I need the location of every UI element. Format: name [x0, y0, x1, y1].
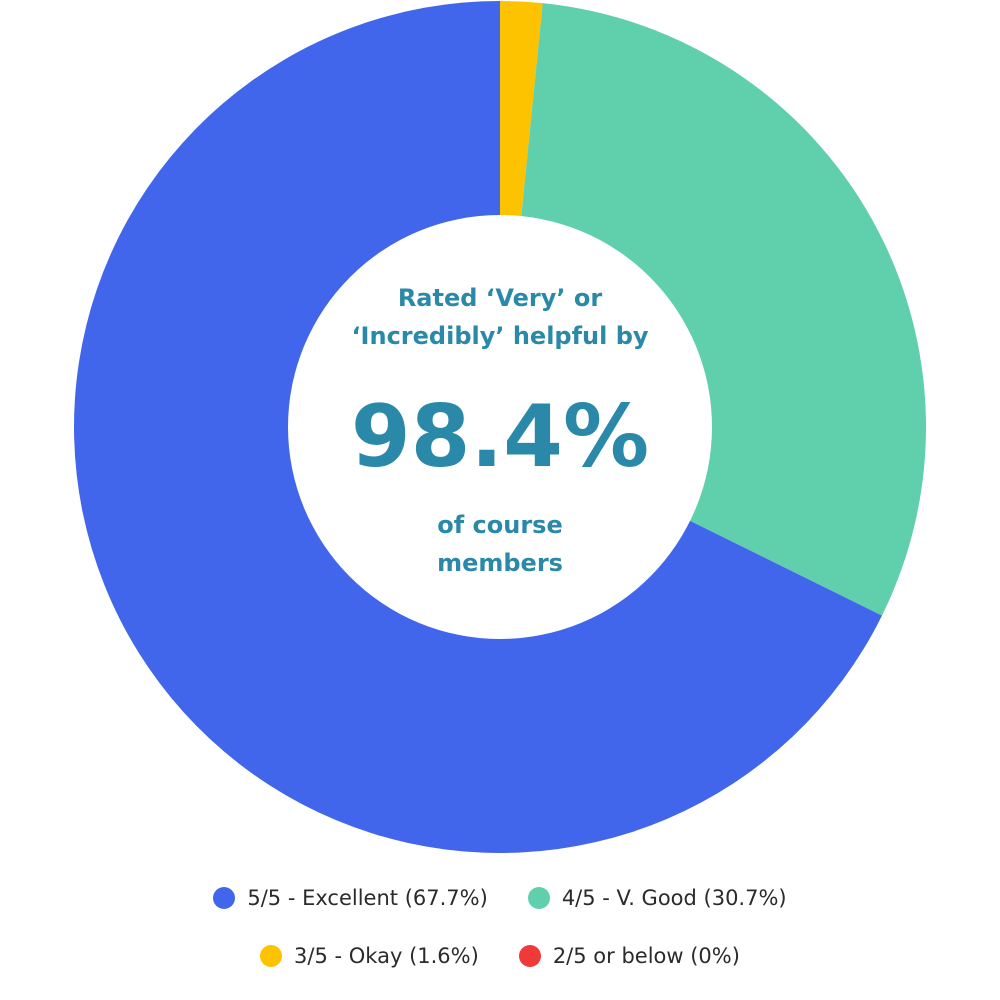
legend-item-okay: 3/5 - Okay (1.6%): [260, 944, 479, 968]
center-percentage-value: 98.4%: [351, 387, 649, 487]
legend-label-very-good: 4/5 - V. Good (30.7%): [561, 886, 787, 910]
center-text-line-4: members: [437, 549, 563, 577]
legend-dot-very-good: [527, 887, 550, 909]
legend-row-1: 5/5 - Excellent (67.7%) 4/5 - V. Good (3…: [0, 886, 1000, 910]
center-text-line-1: Rated ‘Very’ or: [398, 284, 603, 312]
center-label: Rated ‘Very’ or ‘Incredibly’ helpful by …: [351, 284, 649, 577]
legend-dot-excellent: [213, 887, 236, 909]
legend-item-below: 2/5 or below (0%): [518, 944, 740, 968]
legend-label-okay: 3/5 - Okay (1.6%): [294, 944, 479, 968]
legend-label-excellent: 5/5 - Excellent (67.7%): [247, 886, 488, 910]
center-text-line-3: of course: [437, 511, 562, 539]
legend-item-very-good: 4/5 - V. Good (30.7%): [527, 886, 787, 910]
donut-hole: [288, 215, 712, 639]
legend-label-below: 2/5 or below (0%): [552, 944, 740, 968]
legend-row-2: 3/5 - Okay (1.6%) 2/5 or below (0%): [0, 944, 1000, 968]
legend-dot-below: [518, 945, 541, 967]
legend-dot-okay: [260, 945, 283, 967]
legend-item-excellent: 5/5 - Excellent (67.7%): [213, 886, 488, 910]
center-text-line-2: ‘Incredibly’ helpful by: [351, 322, 648, 350]
